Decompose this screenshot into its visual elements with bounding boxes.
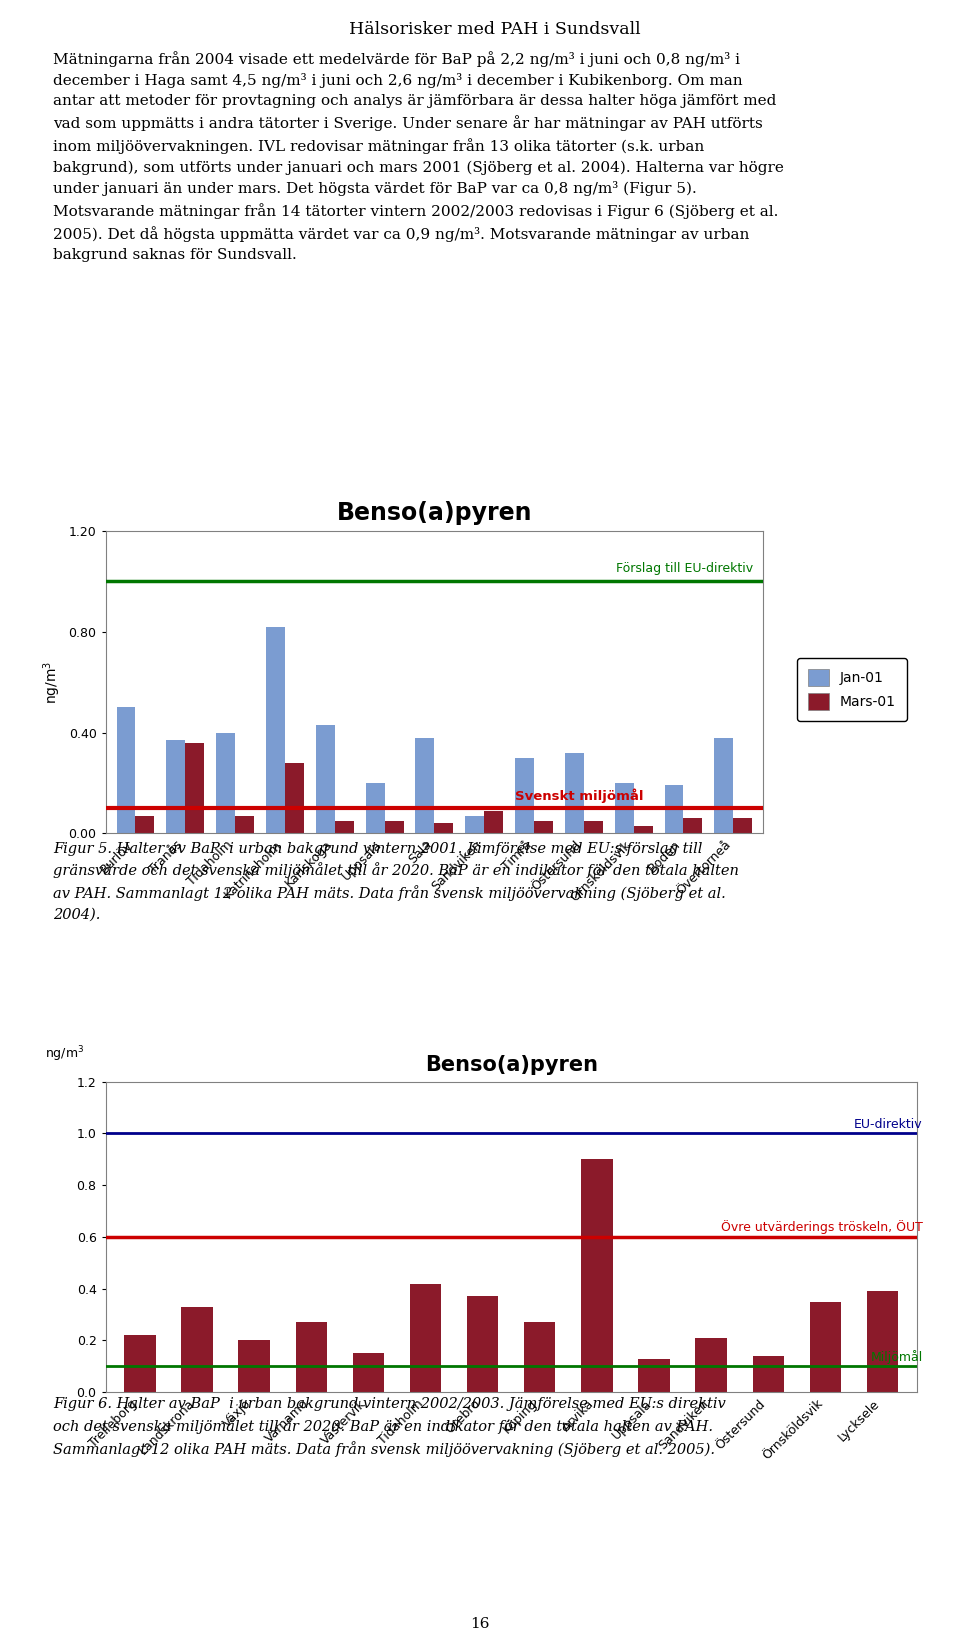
- Bar: [714, 737, 733, 833]
- Text: 16: 16: [470, 1618, 490, 1631]
- Bar: [352, 1353, 384, 1392]
- Bar: [185, 742, 204, 833]
- Bar: [809, 1302, 841, 1392]
- Text: Figur 6. Halter av BaP  i urban bakgrund vintern 2002/2003. Jämförelse med EU:s : Figur 6. Halter av BaP i urban bakgrund …: [53, 1397, 726, 1458]
- Bar: [124, 1335, 156, 1392]
- Bar: [733, 819, 753, 833]
- Legend: Jan-01, Mars-01: Jan-01, Mars-01: [797, 659, 907, 721]
- Bar: [135, 815, 155, 833]
- Bar: [410, 1284, 442, 1392]
- Text: EU-direktiv: EU-direktiv: [853, 1118, 923, 1131]
- Bar: [166, 740, 185, 833]
- Bar: [584, 820, 603, 833]
- Bar: [564, 753, 584, 833]
- Bar: [695, 1338, 727, 1392]
- Bar: [416, 737, 434, 833]
- Bar: [116, 708, 135, 833]
- Bar: [216, 732, 235, 833]
- Bar: [181, 1307, 213, 1392]
- Bar: [581, 1160, 612, 1392]
- Bar: [466, 815, 484, 833]
- Text: Förslag till EU-direktiv: Förslag till EU-direktiv: [616, 562, 754, 575]
- Bar: [614, 783, 634, 833]
- Bar: [235, 815, 254, 833]
- Bar: [524, 1322, 556, 1392]
- Text: Övre utvärderings tröskeln, ÖUT: Övre utvärderings tröskeln, ÖUT: [721, 1221, 923, 1234]
- Bar: [634, 825, 653, 833]
- Bar: [867, 1291, 899, 1392]
- Bar: [296, 1322, 327, 1392]
- Text: Hälsorisker med PAH i Sundsvall: Hälsorisker med PAH i Sundsvall: [348, 21, 640, 38]
- Bar: [684, 819, 703, 833]
- Bar: [484, 810, 503, 833]
- Bar: [385, 820, 403, 833]
- Bar: [753, 1356, 784, 1392]
- Y-axis label: ng/m$^3$: ng/m$^3$: [41, 660, 63, 704]
- Bar: [316, 725, 335, 833]
- Bar: [516, 758, 534, 833]
- Title: Benso(a)pyren: Benso(a)pyren: [337, 502, 532, 525]
- Text: ng/m$^3$: ng/m$^3$: [45, 1044, 84, 1064]
- Bar: [467, 1296, 498, 1392]
- Title: Benso(a)pyren: Benso(a)pyren: [424, 1054, 598, 1075]
- Bar: [534, 820, 553, 833]
- Bar: [238, 1340, 270, 1392]
- Bar: [638, 1358, 670, 1392]
- Bar: [285, 763, 304, 833]
- Bar: [664, 786, 684, 833]
- Bar: [366, 783, 385, 833]
- Bar: [266, 627, 285, 833]
- Bar: [335, 820, 353, 833]
- Bar: [434, 824, 453, 833]
- Text: Miljömål: Miljömål: [871, 1350, 923, 1364]
- Text: Figur 5. Halter av BaP  i urban bakgrund vintern 2001. Jämförelse med EU:s försl: Figur 5. Halter av BaP i urban bakgrund …: [53, 842, 738, 922]
- Text: Mätningarna från 2004 visade ett medelvärde för BaP på 2,2 ng/m³ i juni och 0,8 : Mätningarna från 2004 visade ett medelvä…: [53, 51, 783, 263]
- Text: Svenskt miljömål: Svenskt miljömål: [516, 789, 643, 804]
